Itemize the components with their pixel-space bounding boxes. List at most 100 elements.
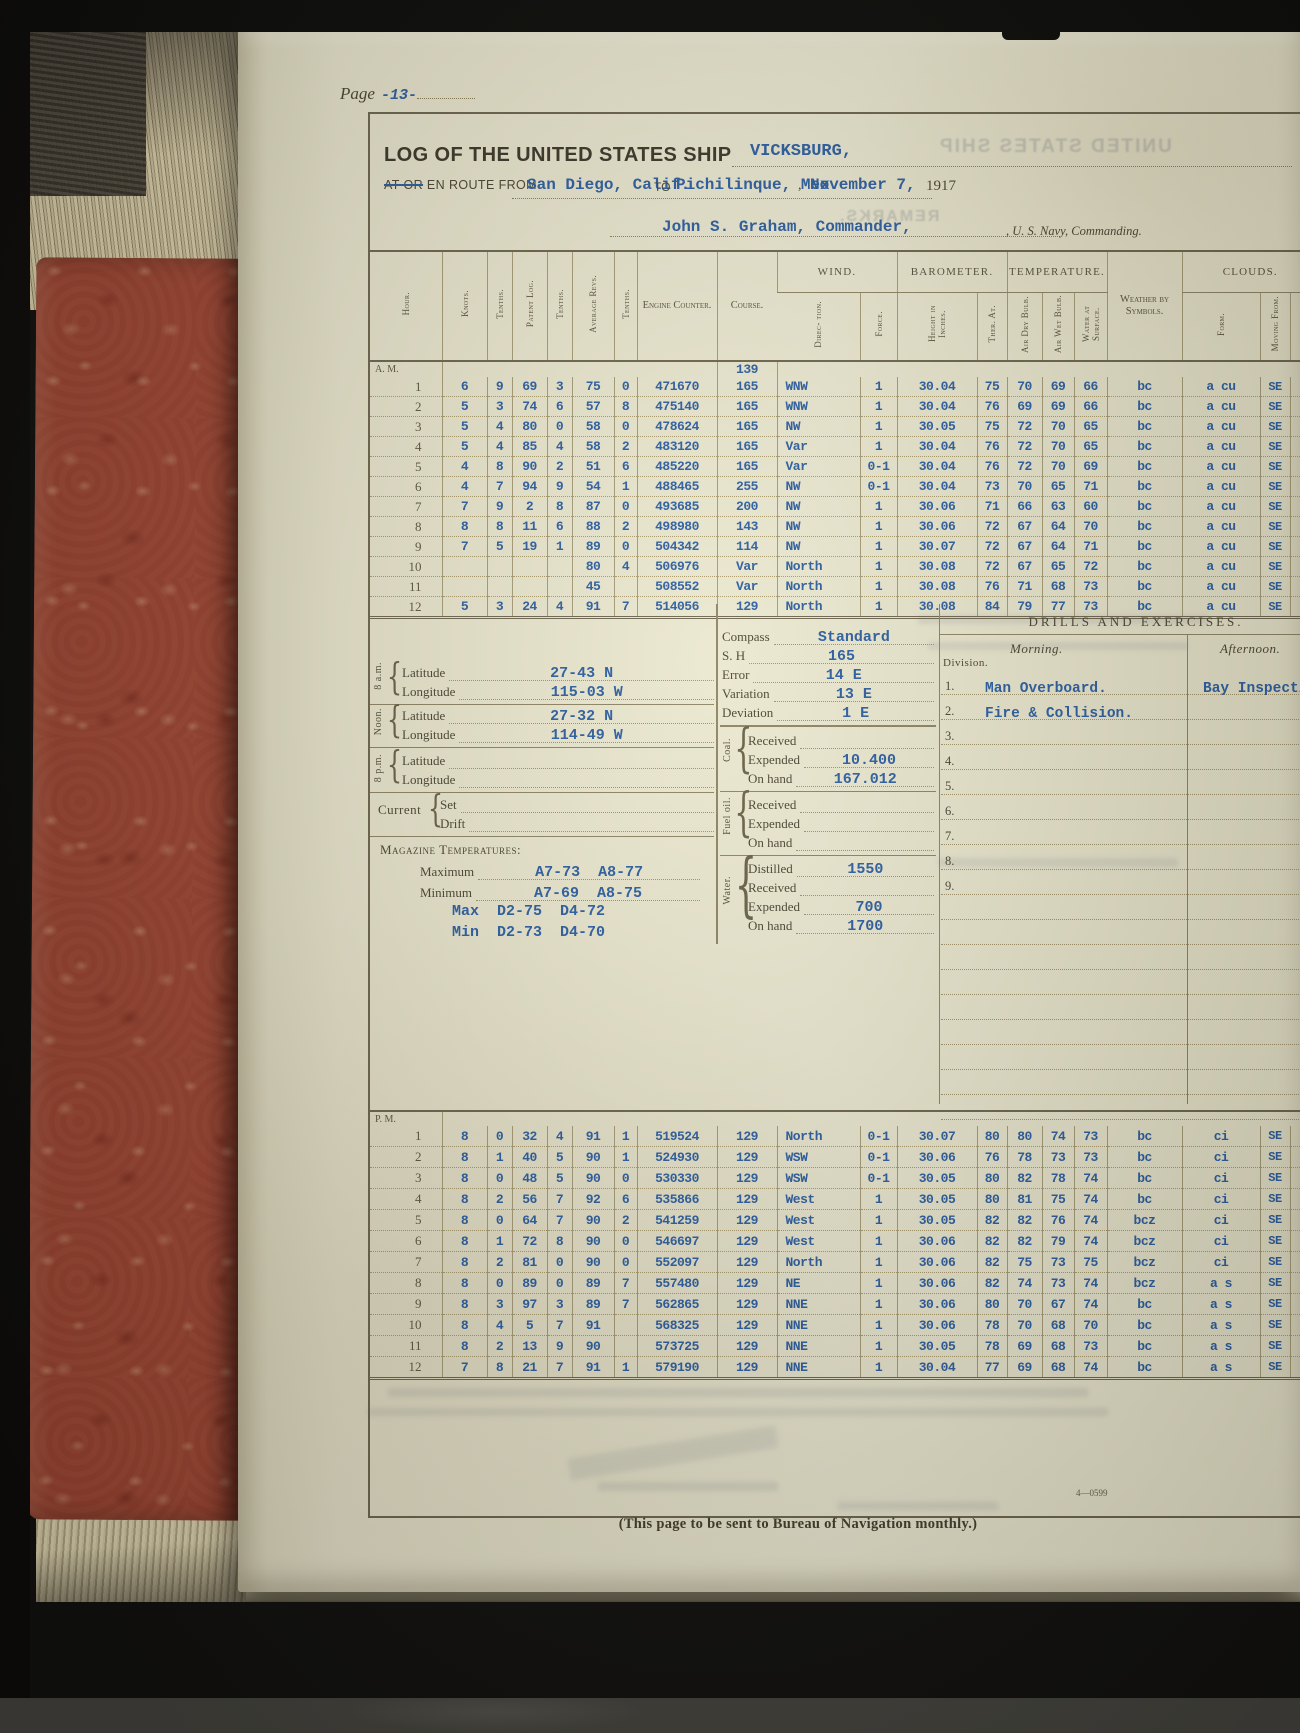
col-header-weather: Weather by Symbols.	[1106, 251, 1183, 362]
fuel-received-row: Received	[748, 795, 934, 813]
log-row: 12 5 3 24 4 91 7 514056 129 North 1 30.0…	[370, 596, 1300, 618]
log-row: 8 8 8 11 6 88 2 498980 143 NW 1 30.06 72…	[370, 516, 1300, 537]
route-year: 1917	[926, 178, 956, 194]
section-divider	[716, 604, 718, 944]
commander-leader	[610, 236, 1060, 237]
ghost-streak	[368, 1408, 1108, 1416]
drills-left-border	[939, 604, 940, 1104]
col-header-surface: Water at Surface.	[1073, 292, 1108, 362]
col-header-cloud-amount: Amount.	[1289, 292, 1300, 362]
drills-rows: 1. Man Overboard. Bay Inspection. 2. Fir…	[941, 670, 1300, 1120]
drill-row: 1. Man Overboard. Bay Inspection.	[941, 670, 1300, 697]
long-8am-row: Longitude 115-03 W	[402, 682, 714, 701]
drill-row	[941, 945, 1300, 970]
magazine-max-value: A7-73 A8-77	[535, 864, 644, 881]
long-8am-value: 115-03 W	[550, 684, 623, 701]
label-8pm: 8 p.m.	[373, 754, 384, 783]
route-from: San Diego, Calif.	[527, 176, 691, 194]
coal-onhand-row: On hand 167.012	[748, 769, 934, 788]
ghost-streak	[918, 615, 1208, 624]
divider	[370, 747, 714, 748]
group-header-wind: WIND.	[776, 251, 897, 293]
drills-afternoon-label: Afternoon.	[1220, 641, 1281, 656]
col-header-course: Course.	[716, 251, 777, 362]
brace-8pm	[387, 744, 402, 788]
col-header-tenths3: Tenths.	[613, 251, 637, 362]
col-header-patent-log: Patent Log.	[511, 251, 547, 362]
col-header-hour: Hour.	[370, 251, 442, 362]
ghost-streak	[838, 1502, 998, 1510]
page-number-label: Page -13-	[340, 84, 475, 104]
magazine-max-typed: Max D2-75 D4-72	[452, 903, 606, 920]
backdrop-notch	[1002, 0, 1060, 40]
current-set-row: Set	[440, 795, 714, 813]
drill-row: 5.	[941, 770, 1300, 795]
col-header-force: Force.	[859, 292, 897, 362]
col-header-tenths: Tenths.	[486, 251, 512, 362]
log-row: 10 8 4 5 7 91 568325 129 NNE 1 30.06 78 …	[370, 1314, 1300, 1336]
magazine-max-row: Maximum A7-73 A8-77	[420, 862, 700, 881]
en-route-label: EN ROUTE FROM	[426, 178, 537, 192]
col-header-wet-bulb: Air Wet Bulb.	[1041, 292, 1074, 362]
log-form: LOG OF THE UNITED STATES SHIP VICKSBURG,…	[368, 112, 1300, 1518]
coal-expended-row: Expended 10.400	[748, 750, 934, 769]
drills-title: DRILLS AND EXERCISES.	[1028, 614, 1244, 629]
drill-row: 4.	[941, 745, 1300, 770]
ghost-streak	[938, 858, 1178, 867]
group-header-temperature: TEMPERATURE.	[1006, 251, 1108, 293]
route-date: November 7,	[810, 176, 916, 194]
course-overtype: 139	[716, 361, 777, 377]
backdrop-left	[0, 0, 30, 1733]
divider	[720, 855, 936, 856]
lat-noon-value: 27-32 N	[550, 708, 614, 725]
log-row: 9 7 5 19 1 89 0 504342 114 NW 1 30.07 72…	[370, 536, 1300, 557]
long-8pm-row: Longitude	[402, 770, 714, 788]
water-expended-value: 700	[855, 899, 883, 916]
col-header-cloud-form: Form.	[1181, 292, 1261, 362]
lat-8am-row: Latitude 27-43 N	[402, 663, 714, 682]
sh-value: 165	[828, 648, 856, 665]
water-expended-row: Expended 700	[748, 897, 934, 916]
log-row: 3 5 4 80 0 58 0 478624 165 NW 1 30.05 75…	[370, 416, 1300, 437]
page-number-leader	[416, 84, 475, 99]
drill-row: 8.	[941, 845, 1300, 870]
log-row: 1 6 9 69 3 75 0 471670 165 WNW 1 30.04 7…	[370, 377, 1300, 397]
log-row: 1 8 0 32 4 91 1 519524 129 North 0-1 30.…	[370, 1126, 1300, 1147]
coal-label: Coal.	[722, 738, 733, 762]
col-header-cloud-moving: Moving From.	[1259, 292, 1291, 362]
am-log-table: Hour. Knots. Tenths. Patent Log. Tenths.…	[370, 250, 1300, 619]
log-row: 7 8 2 81 0 90 0 552097 129 North 1 30.06…	[370, 1251, 1300, 1273]
long-noon-row: Longitude 114-49 W	[402, 725, 714, 744]
current-label: Current	[378, 802, 422, 817]
col-header-dry-bulb: Air Dry Bulb.	[1006, 292, 1042, 362]
am-label-row: A. M. 139	[370, 361, 1300, 377]
col-header-knots: Knots.	[441, 251, 487, 362]
ghost-streak	[928, 642, 1188, 650]
col-header-direction: Direc- tion.	[777, 292, 860, 362]
lat-8am-value: 27-43 N	[550, 665, 614, 682]
route-to: Pichilinque, Mex.	[676, 176, 840, 194]
route-leader	[512, 198, 932, 199]
label-8am: 8 a.m.	[373, 662, 384, 690]
magazine-min-typed: Min D2-73 D4-70	[452, 924, 606, 941]
log-row: 6 8 1 72 8 90 0 546697 129 West 1 30.06 …	[370, 1230, 1300, 1252]
am-rows: 1 6 9 69 3 75 0 471670 165 WNW 1 30.04 7…	[370, 377, 1300, 618]
magazine-min-row: Minimum A7-69 A8-75	[420, 883, 700, 902]
book-marbled-cover	[27, 257, 251, 1521]
water-onhand-value: 1700	[847, 918, 884, 935]
drills-division-label: Division.	[943, 657, 989, 669]
coal-onhand-value: 167.012	[833, 771, 897, 788]
drills-underline	[939, 634, 1300, 635]
drills-morning-label: Morning.	[1010, 641, 1063, 656]
water-onhand-row: On hand 1700	[748, 916, 934, 935]
water-distilled-value: 1550	[847, 861, 884, 878]
col-header-average-revs: Average Revs.	[571, 251, 614, 362]
ship-name-leader	[732, 166, 1292, 167]
log-row: 8 8 0 89 0 89 7 557480 129 NE 1 30.06 82…	[370, 1272, 1300, 1294]
log-row: 11 45 508552 Var North 1 30.08 76 71 68 …	[370, 576, 1300, 597]
magazine-min-value: A7-69 A8-75	[533, 885, 643, 902]
group-header-barometer: BAROMETER.	[896, 251, 1007, 293]
pm-label: P. M.	[375, 1113, 396, 1125]
log-row: 2 8 1 40 5 90 1 524930 129 WSW 0-1 30.06…	[370, 1146, 1300, 1168]
log-row: 3 8 0 48 5 90 0 530330 129 WSW 0-1 30.05…	[370, 1167, 1300, 1189]
